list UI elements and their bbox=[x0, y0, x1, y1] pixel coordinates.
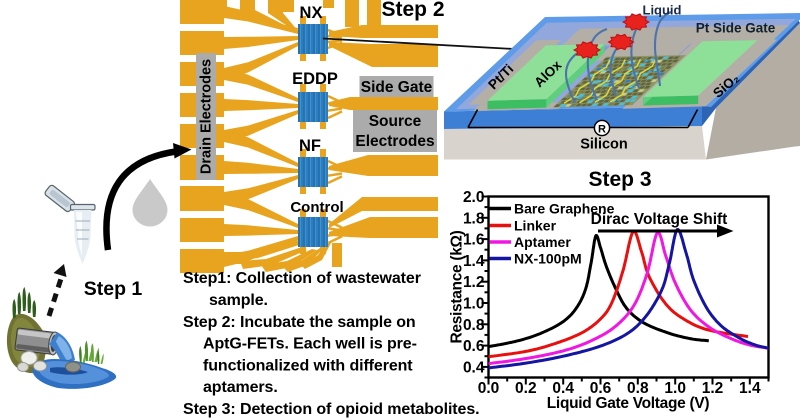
svg-text:Resistance (kΩ): Resistance (kΩ) bbox=[449, 230, 466, 343]
svg-text:EDDP: EDDP bbox=[292, 70, 338, 88]
svg-text:Bare Graphene: Bare Graphene bbox=[514, 201, 615, 217]
svg-text:Liquid Gate Voltage (V): Liquid Gate Voltage (V) bbox=[547, 395, 710, 412]
svg-text:AptG-FETs. Each well is pre-: AptG-FETs. Each well is pre- bbox=[203, 336, 417, 353]
svg-text:0.8: 0.8 bbox=[463, 317, 485, 334]
svg-text:1.0: 1.0 bbox=[664, 380, 686, 397]
svg-text:Electrodes: Electrodes bbox=[355, 133, 434, 150]
svg-text:0.8: 0.8 bbox=[627, 380, 649, 397]
svg-text:0.2: 0.2 bbox=[515, 380, 537, 397]
svg-text:1.6: 1.6 bbox=[463, 232, 485, 249]
svg-text:Step 1: Step 1 bbox=[84, 278, 143, 300]
svg-text:1.0: 1.0 bbox=[463, 296, 485, 313]
svg-text:Dirac Voltage Shift: Dirac Voltage Shift bbox=[591, 211, 728, 228]
svg-text:1.4: 1.4 bbox=[463, 253, 485, 270]
svg-text:2.0: 2.0 bbox=[463, 189, 485, 206]
svg-text:Aptamer: Aptamer bbox=[514, 234, 571, 250]
svg-text:Control: Control bbox=[290, 199, 343, 216]
svg-text:Linker: Linker bbox=[514, 218, 557, 234]
svg-text:Side Gate: Side Gate bbox=[361, 79, 433, 96]
svg-text:Step 3: Step 3 bbox=[588, 168, 651, 191]
svg-text:NF: NF bbox=[299, 137, 321, 155]
svg-text:R: R bbox=[598, 124, 606, 136]
svg-text:sample.: sample. bbox=[209, 292, 268, 309]
svg-text:NX-100pM: NX-100pM bbox=[514, 251, 582, 267]
svg-text:Step 2: Incubate the sample on: Step 2: Incubate the sample on bbox=[183, 314, 416, 331]
svg-text:Drain Electrodes: Drain Electrodes bbox=[199, 59, 215, 174]
svg-text:Pt Side Gate: Pt Side Gate bbox=[696, 21, 776, 36]
svg-text:Liquid: Liquid bbox=[643, 3, 682, 18]
svg-text:functionalized with different: functionalized with different bbox=[203, 358, 413, 375]
svg-text:0.6: 0.6 bbox=[590, 380, 612, 397]
svg-text:Step1: Collection of wastewate: Step1: Collection of wastewater bbox=[183, 270, 421, 287]
svg-text:0.0: 0.0 bbox=[478, 380, 500, 397]
svg-text:aptamers.: aptamers. bbox=[203, 379, 278, 396]
svg-text:1.4: 1.4 bbox=[739, 380, 761, 397]
svg-text:1.2: 1.2 bbox=[463, 274, 485, 291]
svg-text:0.6: 0.6 bbox=[463, 338, 485, 355]
svg-text:Silicon: Silicon bbox=[580, 137, 628, 153]
svg-text:1.2: 1.2 bbox=[702, 380, 724, 397]
svg-text:1.8: 1.8 bbox=[463, 210, 485, 227]
svg-text:0.4: 0.4 bbox=[552, 380, 574, 397]
svg-text:NX: NX bbox=[300, 4, 323, 22]
svg-text:Step 3: Detection of opioid me: Step 3: Detection of opioid metabolites. bbox=[183, 401, 479, 418]
svg-text:Step 2: Step 2 bbox=[381, 0, 444, 21]
svg-text:Source: Source bbox=[369, 113, 422, 130]
svg-text:0.4: 0.4 bbox=[463, 359, 485, 376]
